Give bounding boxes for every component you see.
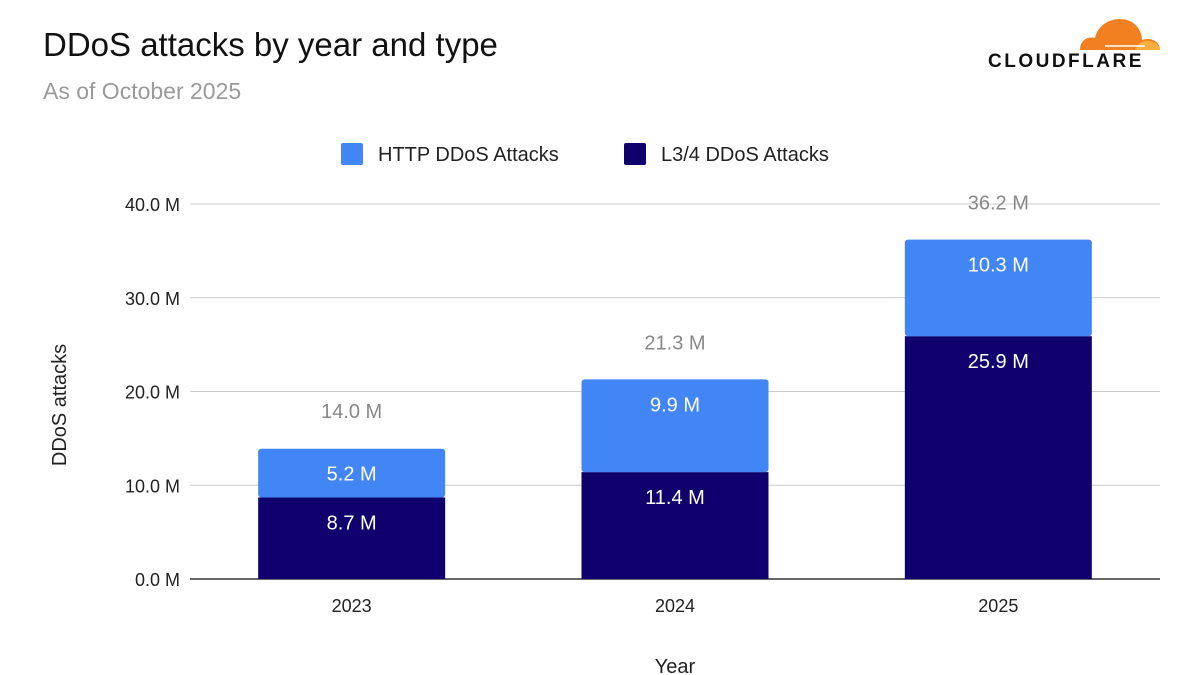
logo-text: CLOUDFLARE: [988, 51, 1144, 72]
bar-segment: [581, 379, 769, 473]
chart-subtitle: As of October 2025: [43, 78, 242, 104]
y-tick-label: 10.0 M: [125, 476, 180, 496]
x-tick-label: 2024: [655, 596, 695, 616]
bar-segment: [258, 497, 446, 579]
y-tick-label: 40.0 M: [125, 195, 180, 215]
total-data-label: 36.2 M: [968, 193, 1029, 215]
y-axis-label: DDoS attacks: [49, 344, 71, 466]
segment-data-label: 11.4 M: [645, 487, 705, 509]
segment-data-label: 25.9 M: [968, 351, 1029, 373]
y-tick-label: 0.0 M: [135, 570, 180, 590]
legend-label-l34: L3/4 DDoS Attacks: [661, 144, 829, 166]
total-data-label: 14.0 M: [321, 401, 382, 423]
legend-label-http: HTTP DDoS Attacks: [378, 144, 559, 166]
chart-title: DDoS attacks by year and type: [43, 26, 498, 63]
legend-swatch-l34: [624, 143, 646, 165]
x-axis-label: Year: [655, 656, 696, 675]
segment-data-label: 5.2 M: [327, 464, 377, 486]
y-tick-label: 30.0 M: [125, 289, 180, 309]
bar-segment: [581, 472, 769, 579]
bar-segment: [904, 336, 1092, 579]
segment-data-label: 8.7 M: [327, 512, 377, 534]
cloudflare-logo-icon: [1080, 18, 1160, 50]
x-tick-label: 2025: [978, 596, 1018, 616]
total-data-label: 21.3 M: [644, 332, 705, 354]
segment-data-label: 9.9 M: [650, 394, 700, 416]
bar-segment: [904, 239, 1092, 337]
y-tick-label: 20.0 M: [125, 383, 180, 403]
legend-swatch-http: [341, 143, 363, 165]
x-tick-label: 2023: [332, 596, 372, 616]
segment-data-label: 10.3 M: [968, 255, 1029, 277]
bar-segment: [258, 448, 446, 498]
